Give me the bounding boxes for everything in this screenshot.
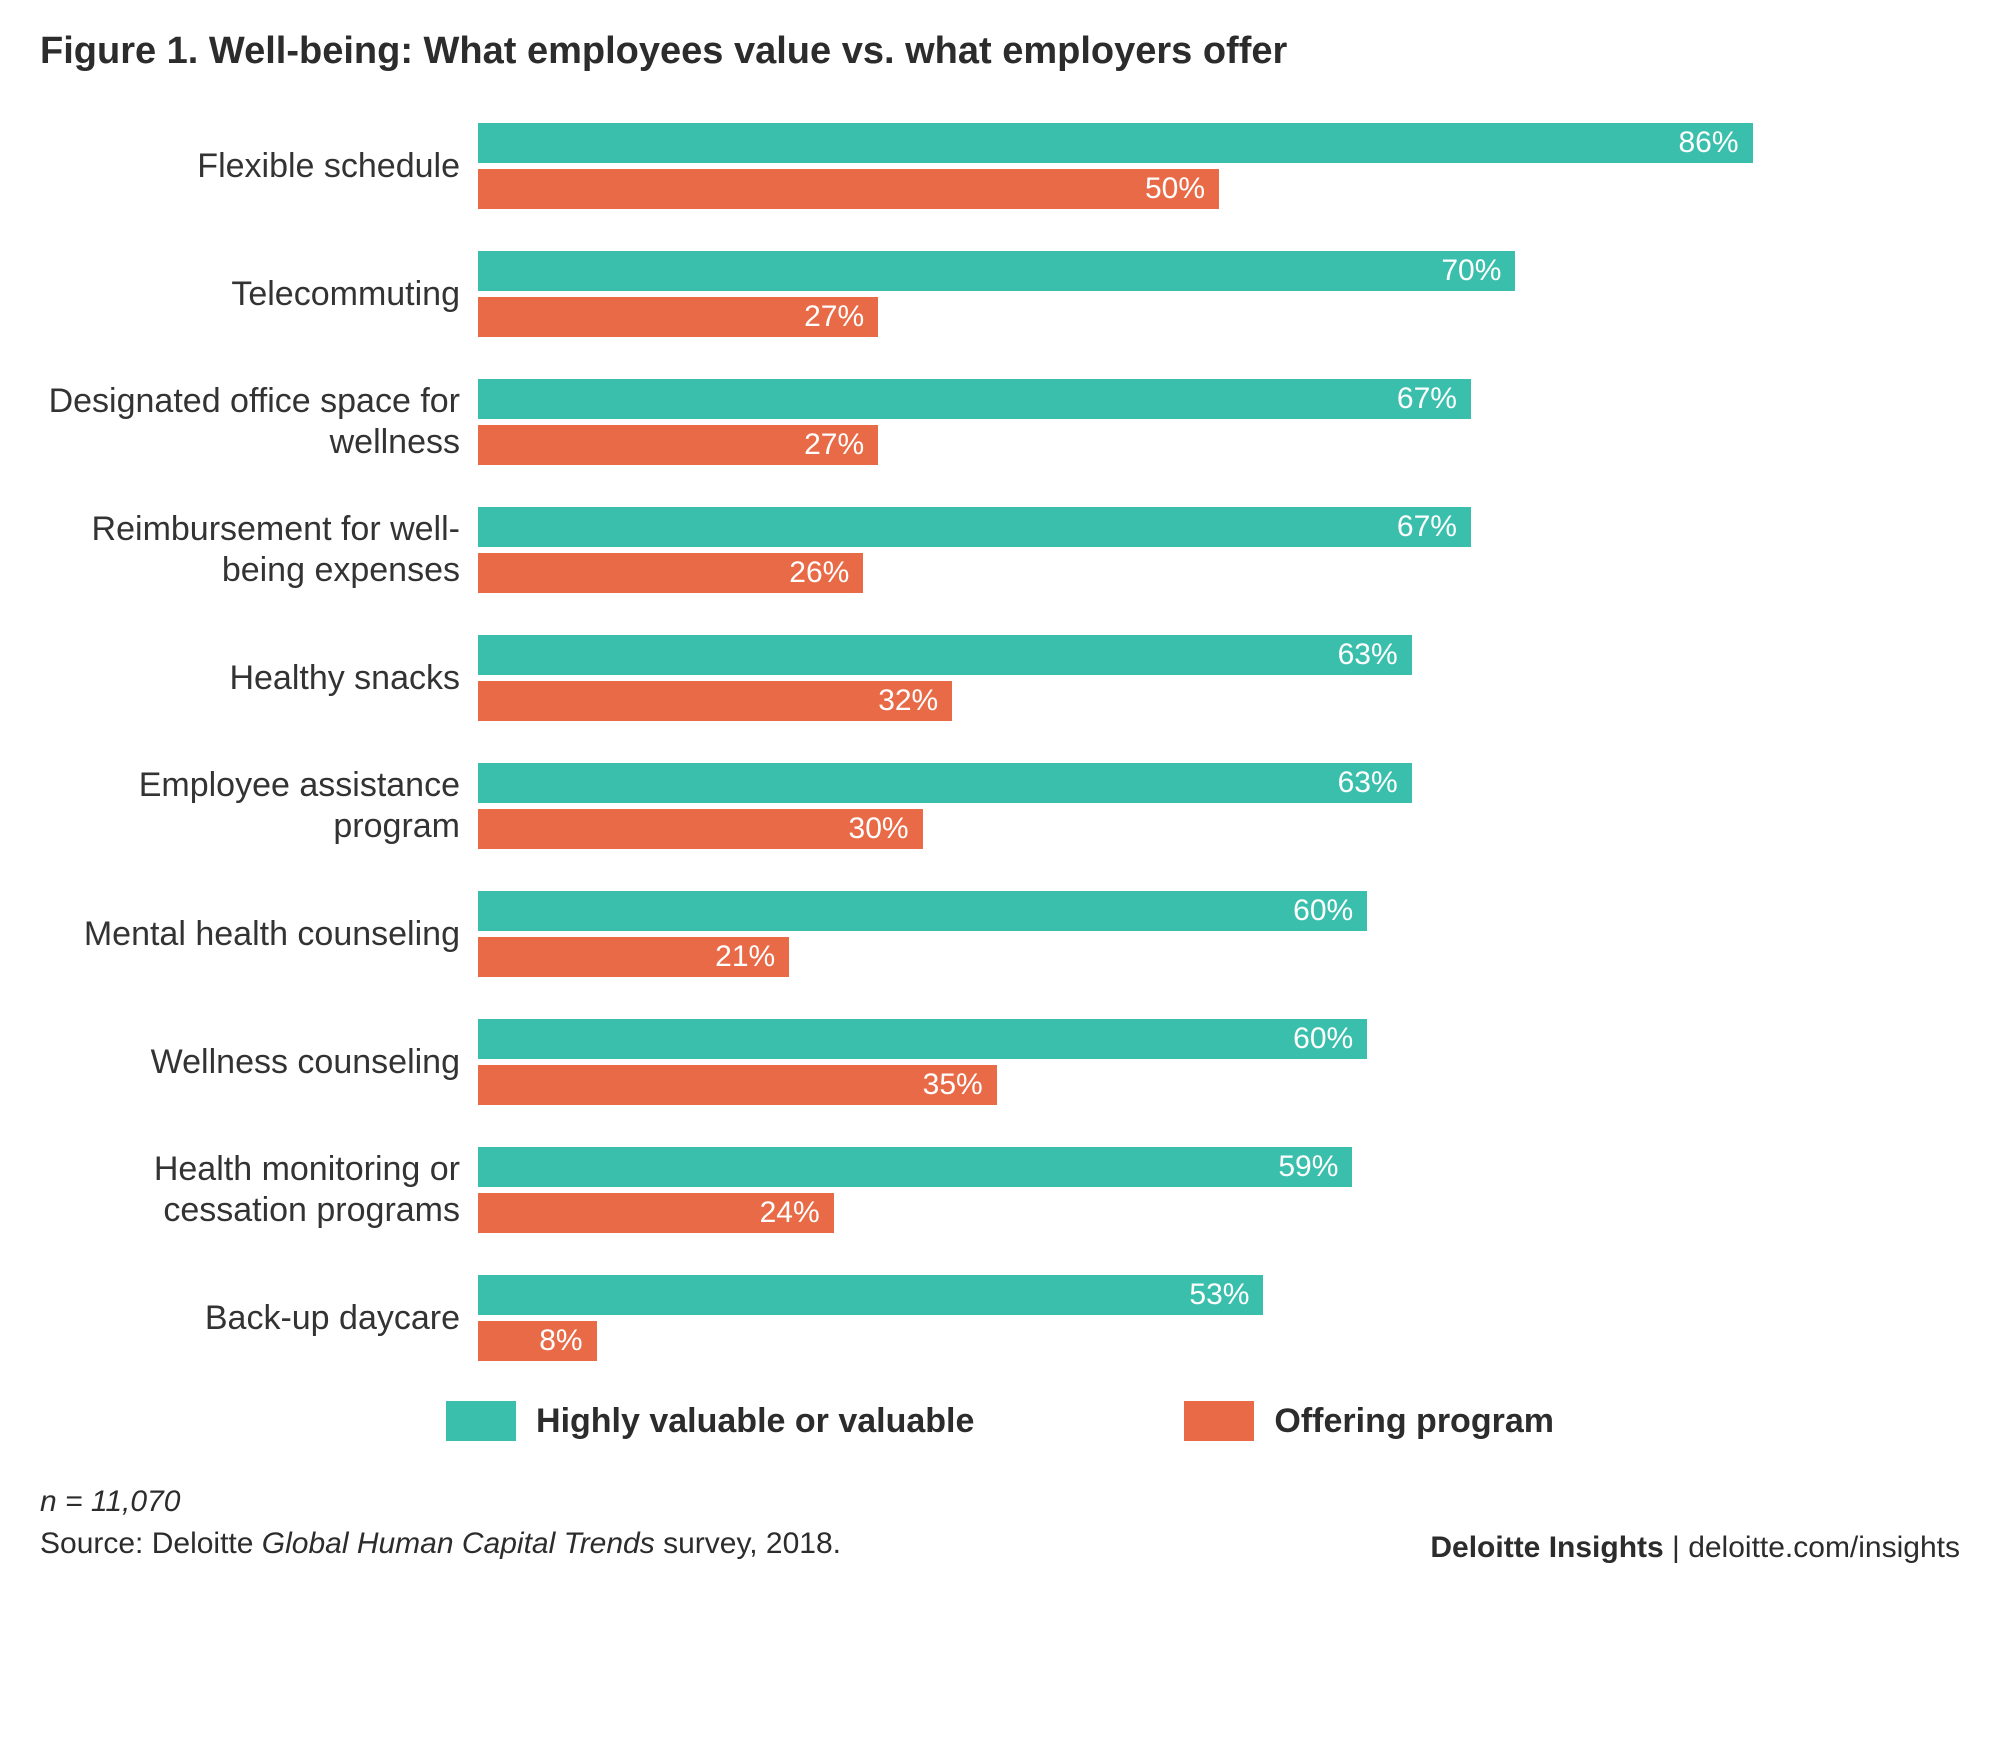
legend-item-offering: Offering program	[1184, 1401, 1554, 1441]
category-label: Mental health counseling	[40, 914, 460, 955]
bar-group: 63%30%	[478, 763, 1960, 849]
category-label: Reimbursement for well-being expenses	[40, 509, 460, 591]
bar-valuable: 67%	[478, 507, 1471, 547]
bar-group: 53%8%	[478, 1275, 1960, 1361]
footer-right: Deloitte Insights | deloitte.com/insight…	[1430, 1531, 1960, 1565]
brand-sep: |	[1664, 1531, 1688, 1564]
sample-size-note: n = 11,070	[40, 1481, 841, 1523]
footer: n = 11,070 Source: Deloitte Global Human…	[40, 1481, 1960, 1565]
legend-item-valuable: Highly valuable or valuable	[446, 1401, 974, 1441]
brand-url: deloitte.com/insights	[1688, 1531, 1960, 1564]
bar-group: 60%21%	[478, 891, 1960, 977]
chart-row: Flexible schedule86%50%	[40, 123, 1960, 209]
chart-row: Reimbursement for well-being expenses67%…	[40, 507, 1960, 593]
bar-group: 67%26%	[478, 507, 1960, 593]
chart-row: Designated office space for wellness67%2…	[40, 379, 1960, 465]
bar-valuable: 53%	[478, 1275, 1263, 1315]
bar-offering: 8%	[478, 1321, 597, 1361]
chart-row: Telecommuting70%27%	[40, 251, 1960, 337]
bar-valuable: 63%	[478, 635, 1412, 675]
bar-offering: 26%	[478, 553, 863, 593]
grouped-bar-chart: Flexible schedule86%50%Telecommuting70%2…	[40, 123, 1960, 1361]
bar-offering: 32%	[478, 681, 952, 721]
bar-valuable: 59%	[478, 1147, 1352, 1187]
bar-group: 63%32%	[478, 635, 1960, 721]
category-label: Flexible schedule	[40, 146, 460, 187]
bar-offering: 24%	[478, 1193, 834, 1233]
legend-swatch-offering	[1184, 1401, 1254, 1441]
bar-group: 60%35%	[478, 1019, 1960, 1105]
bar-group: 86%50%	[478, 123, 1960, 209]
legend: Highly valuable or valuable Offering pro…	[40, 1401, 1960, 1441]
category-label: Wellness counseling	[40, 1042, 460, 1083]
category-label: Back-up daycare	[40, 1298, 460, 1339]
bar-offering: 21%	[478, 937, 789, 977]
bar-group: 67%27%	[478, 379, 1960, 465]
legend-label-valuable: Highly valuable or valuable	[536, 1402, 974, 1441]
chart-row: Wellness counseling60%35%	[40, 1019, 1960, 1105]
bar-offering: 35%	[478, 1065, 997, 1105]
category-label: Healthy snacks	[40, 658, 460, 699]
bar-valuable: 70%	[478, 251, 1515, 291]
bar-valuable: 67%	[478, 379, 1471, 419]
chart-row: Employee assistance program63%30%	[40, 763, 1960, 849]
bar-group: 59%24%	[478, 1147, 1960, 1233]
source-line: Source: Deloitte Global Human Capital Tr…	[40, 1523, 841, 1565]
brand-name: Deloitte Insights	[1430, 1531, 1663, 1564]
chart-row: Health monitoring or cessation programs5…	[40, 1147, 1960, 1233]
category-label: Employee assistance program	[40, 765, 460, 847]
legend-label-offering: Offering program	[1274, 1402, 1554, 1441]
source-prefix: Source: Deloitte	[40, 1527, 262, 1560]
legend-swatch-valuable	[446, 1401, 516, 1441]
footer-left: n = 11,070 Source: Deloitte Global Human…	[40, 1481, 841, 1565]
bar-valuable: 60%	[478, 891, 1367, 931]
chart-row: Healthy snacks63%32%	[40, 635, 1960, 721]
source-suffix: survey, 2018.	[655, 1527, 841, 1560]
bar-offering: 30%	[478, 809, 923, 849]
bar-group: 70%27%	[478, 251, 1960, 337]
category-label: Telecommuting	[40, 274, 460, 315]
category-label: Health monitoring or cessation programs	[40, 1149, 460, 1231]
category-label: Designated office space for wellness	[40, 381, 460, 463]
bar-valuable: 60%	[478, 1019, 1367, 1059]
source-italic: Global Human Capital Trends	[262, 1527, 655, 1560]
bar-offering: 27%	[478, 425, 878, 465]
chart-title: Figure 1. Well-being: What employees val…	[40, 30, 1960, 73]
chart-row: Back-up daycare53%8%	[40, 1275, 1960, 1361]
chart-row: Mental health counseling60%21%	[40, 891, 1960, 977]
bar-valuable: 86%	[478, 123, 1753, 163]
bar-offering: 50%	[478, 169, 1219, 209]
bar-valuable: 63%	[478, 763, 1412, 803]
bar-offering: 27%	[478, 297, 878, 337]
